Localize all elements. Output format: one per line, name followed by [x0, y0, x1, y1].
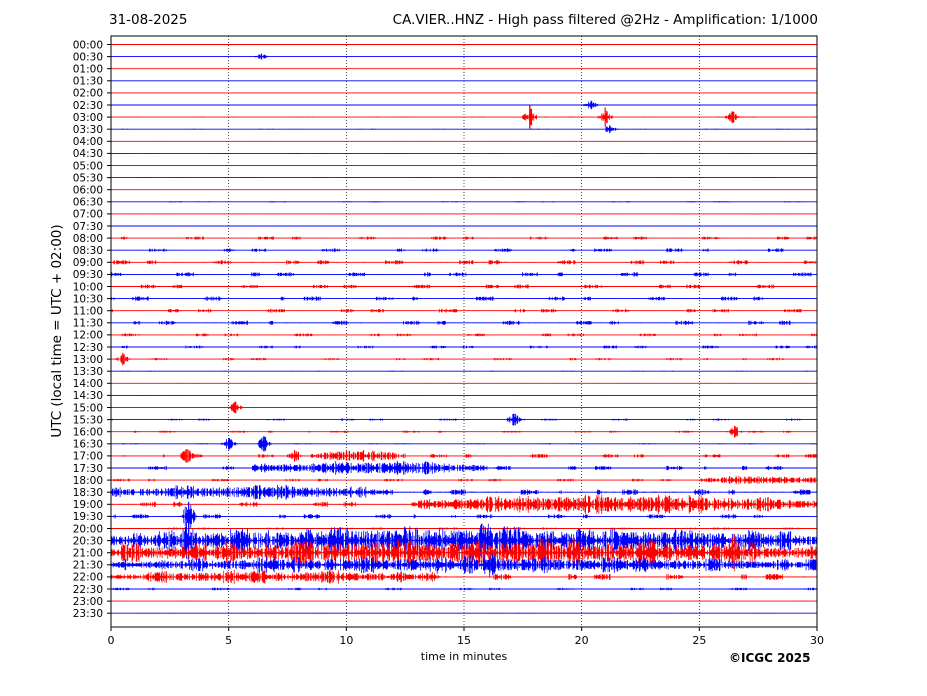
- y-tick-label: 20:00: [73, 523, 103, 535]
- y-tick-label: 06:30: [73, 197, 103, 209]
- y-tick-label: 23:00: [73, 596, 103, 608]
- y-tick-label: 12:30: [73, 342, 103, 354]
- trace-signal: [121, 345, 817, 349]
- x-tick-label: 0: [108, 634, 115, 647]
- y-tick-label: 08:00: [73, 233, 103, 245]
- y-tick-label: 13:00: [73, 354, 103, 366]
- y-tick-label: 22:30: [73, 584, 103, 596]
- y-tick-label: 03:00: [73, 112, 103, 124]
- y-tick-label: 10:00: [73, 281, 103, 293]
- y-tick-label: 22:00: [73, 572, 103, 584]
- trace-signal: [116, 248, 813, 253]
- trace-signal: [110, 272, 815, 277]
- trace-signal: [142, 395, 699, 396]
- copyright-notice: ©ICGC 2025: [729, 651, 811, 665]
- x-tick-label: 5: [225, 634, 232, 647]
- y-tick-label: 17:00: [73, 451, 103, 463]
- trace-signal: [123, 225, 817, 227]
- trace-signal: [112, 165, 812, 166]
- x-tick-label: 25: [692, 634, 706, 647]
- chart-date: 31-08-2025: [109, 12, 188, 28]
- trace-signal: [111, 527, 802, 530]
- trace-signal: [112, 587, 817, 591]
- trace-signal: [113, 153, 813, 154]
- y-tick-label: 19:30: [73, 511, 103, 523]
- y-tick-label: 17:30: [73, 463, 103, 475]
- y-tick-label: 15:00: [73, 402, 103, 414]
- y-tick-label: 11:30: [73, 318, 103, 330]
- y-tick-label: 03:30: [73, 124, 103, 136]
- trace-layer: [110, 44, 817, 614]
- y-tick-label: 00:00: [73, 39, 103, 51]
- trace-signal: [153, 141, 784, 142]
- y-tick-label: 19:00: [73, 499, 103, 511]
- trace-signal: [121, 126, 817, 133]
- trace-signal: [135, 100, 793, 110]
- y-tick-label: 07:00: [73, 209, 103, 221]
- y-tick-label: 01:30: [73, 76, 103, 88]
- trace-signal: [133, 426, 792, 437]
- y-tick-label: 02:30: [73, 100, 103, 112]
- y-tick-label: 05:00: [73, 160, 103, 172]
- plot-frame: [110, 35, 818, 628]
- y-tick-label: 01:00: [73, 64, 103, 76]
- trace-signal: [110, 296, 814, 301]
- y-tick-label: 18:30: [73, 487, 103, 499]
- x-tick-label: 30: [810, 634, 824, 647]
- y-tick-label: 21:30: [73, 560, 103, 572]
- chart-title: CA.VIER..HNZ - High pass filtered @2Hz -…: [392, 12, 818, 28]
- x-axis-label: time in minutes: [420, 650, 508, 663]
- trace-signal: [112, 320, 817, 325]
- trace-signal: [121, 436, 817, 451]
- trace-signal: [134, 213, 792, 215]
- y-tick-label: 23:30: [73, 608, 103, 620]
- y-tick-label: 14:30: [73, 390, 103, 402]
- x-tick-label: 20: [575, 634, 589, 647]
- y-tick-label: 04:00: [73, 136, 103, 148]
- y-tick-label: 09:00: [73, 257, 103, 269]
- y-tick-label: 14:00: [73, 378, 103, 390]
- trace-signal: [253, 53, 268, 60]
- trace-signal: [140, 612, 775, 614]
- trace-signal: [121, 333, 817, 337]
- trace-signal: [114, 449, 817, 463]
- y-tick-label: 04:30: [73, 148, 103, 160]
- y-tick-label: 15:30: [73, 414, 103, 426]
- y-tick-label: 09:30: [73, 269, 103, 281]
- trace-signal: [111, 236, 817, 240]
- trace-signal: [178, 383, 801, 384]
- trace-signal: [111, 460, 811, 476]
- x-tick-label: 15: [457, 634, 471, 647]
- y-tick-label: 00:30: [73, 51, 103, 63]
- y-tick-label: 07:30: [73, 221, 103, 233]
- y-tick-label: 10:30: [73, 293, 103, 305]
- y-tick-label: 21:00: [73, 548, 103, 560]
- y-tick-label: 18:00: [73, 475, 103, 487]
- y-tick-label: 16:30: [73, 439, 103, 451]
- axis-layer: 0 5 10 15 20 25 30 00:0000:3001:0001:3002:0002:…: [73, 39, 824, 647]
- y-tick-label: 20:30: [73, 535, 103, 547]
- x-tick-label: 10: [339, 634, 353, 647]
- y-tick-label: 05:30: [73, 172, 103, 184]
- y-tick-label: 12:00: [73, 330, 103, 342]
- y-tick-label: 08:30: [73, 245, 103, 257]
- y-tick-label: 13:30: [73, 366, 103, 378]
- trace-signal: [113, 370, 815, 372]
- trace-signal: [112, 475, 817, 485]
- y-tick-label: 16:00: [73, 427, 103, 439]
- y-tick-label: 02:00: [73, 88, 103, 100]
- trace-signal: [114, 352, 784, 366]
- trace-signal: [123, 105, 817, 129]
- trace-signal: [140, 177, 775, 178]
- y-tick-label: 11:00: [73, 306, 103, 318]
- y-tick-label: 06:00: [73, 185, 103, 197]
